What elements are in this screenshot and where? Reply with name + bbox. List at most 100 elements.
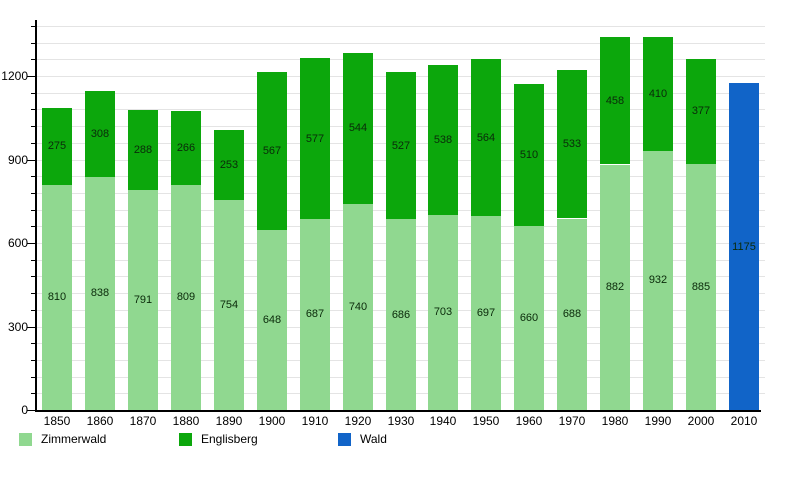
bar-1980-zimmerwald	[600, 165, 630, 410]
x-axis-label: 1910	[301, 414, 329, 428]
y-axis-minor-tick	[31, 176, 36, 177]
bar-1860-zimmerwald	[85, 177, 115, 410]
y-axis-minor-tick	[31, 310, 36, 311]
legend-swatch-wald	[338, 433, 351, 446]
bar-1970-zimmerwald	[557, 219, 587, 410]
bar-1940-englisberg	[428, 65, 458, 215]
bar-value-label: 697	[476, 307, 496, 319]
y-axis-label: 1200	[1, 69, 28, 83]
bar-1960-zimmerwald	[514, 226, 544, 410]
bar-1960-englisberg	[514, 84, 544, 226]
bar-value-label: 308	[90, 128, 110, 140]
bar-1940-zimmerwald	[428, 214, 458, 410]
bar-1890-englisberg	[214, 130, 244, 200]
bar-value-label: 809	[176, 291, 196, 303]
bar-value-label: 885	[691, 281, 711, 293]
bar-value-label: 688	[562, 308, 582, 320]
bar-1920-zimmerwald	[343, 204, 373, 410]
legend-swatch-englisberg	[179, 433, 192, 446]
y-axis-major-tick	[27, 243, 36, 244]
x-axis-label: 1930	[387, 414, 415, 428]
bar-value-label: 882	[605, 281, 625, 293]
bar-1950-zimmerwald	[471, 216, 501, 410]
x-axis-label: 1880	[172, 414, 200, 428]
y-axis-major-tick	[27, 327, 36, 328]
bar-1910-zimmerwald	[300, 219, 330, 410]
bar-value-label: 567	[262, 145, 282, 157]
x-axis-label: 1860	[86, 414, 114, 428]
bar-value-label: 791	[133, 294, 153, 306]
x-axis-label: 1920	[344, 414, 372, 428]
bar-1880-englisberg	[171, 111, 201, 185]
y-axis-minor-tick	[31, 377, 36, 378]
bar-value-label: 527	[391, 140, 411, 152]
bar-value-label: 703	[433, 306, 453, 318]
y-axis-minor-tick	[31, 126, 36, 127]
y-axis-label: 900	[7, 153, 28, 167]
bar-1850-zimmerwald	[42, 185, 72, 410]
y-axis-minor-tick	[31, 59, 36, 60]
bar-value-label: 686	[391, 309, 411, 321]
x-axis-label: 2000	[687, 414, 715, 428]
bar-value-label: 838	[90, 287, 110, 299]
bar-value-label: 253	[219, 159, 239, 171]
bar-1970-englisberg	[557, 70, 587, 218]
y-axis-major-tick	[27, 410, 36, 411]
y-axis-minor-tick	[31, 276, 36, 277]
x-axis-label: 1980	[601, 414, 629, 428]
y-axis-minor-tick	[31, 360, 36, 361]
y-axis-major-tick	[27, 76, 36, 77]
bar-value-label: 687	[305, 308, 325, 320]
y-axis-minor-tick	[31, 293, 36, 294]
bar-1990-zimmerwald	[643, 151, 673, 410]
bar-value-label: 410	[648, 88, 668, 100]
x-axis-label: 1870	[129, 414, 157, 428]
bar-value-label: 266	[176, 142, 196, 154]
gridline	[37, 26, 765, 27]
y-axis-label: 0	[21, 403, 28, 417]
bar-1890-zimmerwald	[214, 200, 244, 410]
bar-value-label: 740	[348, 301, 368, 313]
x-axis-label: 1990	[644, 414, 672, 428]
bar-value-label: 754	[219, 299, 239, 311]
bar-value-label: 577	[305, 133, 325, 145]
bar-2000-zimmerwald	[686, 164, 716, 410]
x-axis-label: 2010	[730, 414, 758, 428]
bar-1990-englisberg	[643, 37, 673, 151]
y-axis-minor-tick	[31, 26, 36, 27]
y-axis-minor-tick	[31, 143, 36, 144]
legend-swatch-zimmerwald	[19, 433, 32, 446]
x-axis-label: 1850	[43, 414, 71, 428]
bar-value-label: 538	[433, 134, 453, 146]
bar-value-label: 932	[648, 274, 668, 286]
y-axis-minor-tick	[31, 109, 36, 110]
bar-value-label: 458	[605, 95, 625, 107]
bar-1860-englisberg	[85, 91, 115, 177]
x-axis-label: 1970	[558, 414, 586, 428]
x-axis-label: 1960	[515, 414, 543, 428]
bar-1950-englisberg	[471, 59, 501, 216]
bar-1850-englisberg	[42, 108, 72, 185]
x-axis-label: 1890	[215, 414, 243, 428]
bar-value-label: 275	[47, 140, 67, 152]
y-axis-label: 600	[7, 236, 28, 250]
bar-1910-englisberg	[300, 58, 330, 219]
bar-value-label: 648	[262, 314, 282, 326]
legend-label-zimmerwald: Zimmerwald	[41, 432, 107, 446]
bar-1900-englisberg	[257, 72, 287, 230]
bar-1930-zimmerwald	[386, 219, 416, 410]
y-axis-minor-tick	[31, 260, 36, 261]
bar-value-label: 660	[519, 312, 539, 324]
y-axis-line	[35, 20, 37, 411]
bar-2010-wald	[729, 83, 759, 410]
x-axis-label: 1950	[472, 414, 500, 428]
legend-label-englisberg: Englisberg	[201, 432, 258, 446]
y-axis-minor-tick	[31, 43, 36, 44]
bar-1900-zimmerwald	[257, 230, 287, 410]
y-axis-minor-tick	[31, 226, 36, 227]
bar-value-label: 1175	[732, 241, 756, 253]
gridline	[37, 43, 765, 44]
gridline	[37, 59, 765, 60]
x-axis-label: 1940	[429, 414, 457, 428]
